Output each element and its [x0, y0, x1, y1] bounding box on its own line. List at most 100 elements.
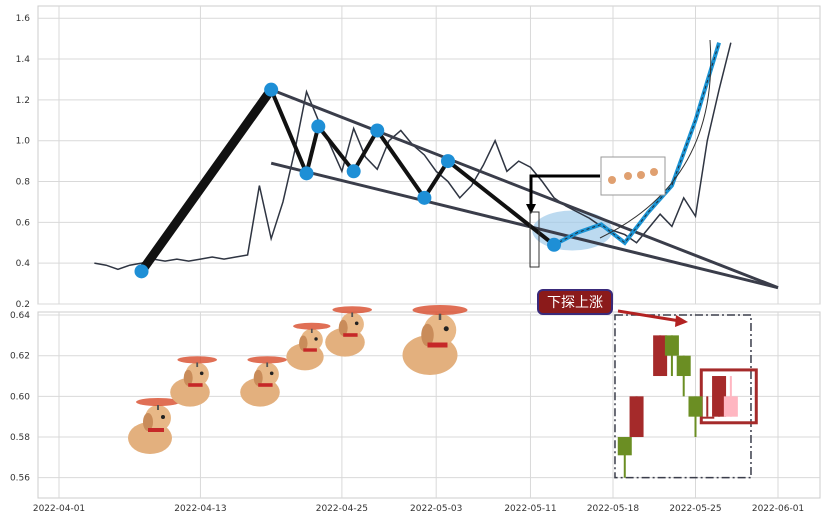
propeller-blade	[247, 356, 287, 364]
highlight-box	[699, 368, 758, 425]
candle-body	[676, 355, 691, 377]
bracket-box	[529, 211, 540, 268]
pivot-marker	[547, 237, 562, 252]
upper-y-tick: 1.2	[16, 96, 30, 106]
lower-y-tick: 0.62	[10, 352, 30, 362]
pivot-marker	[134, 264, 149, 279]
dog-eye	[161, 415, 165, 419]
x-tick-labels: 2022-04-01 2022-04-13 2022-04-25 2022-05-03…	[33, 504, 804, 514]
upper-trendline	[270, 88, 779, 290]
dog-icon	[286, 322, 331, 371]
x-tick: 2022-06-01	[752, 504, 804, 514]
inset-dog-icon	[608, 176, 616, 184]
pivot-marker	[346, 164, 361, 179]
dog-ear	[183, 369, 193, 386]
decorative-dog-illustrations	[128, 305, 468, 454]
dog-collar	[188, 383, 203, 387]
candle-body	[617, 437, 632, 456]
dog-ear	[253, 369, 263, 386]
annotation-arrowhead	[675, 315, 688, 327]
lower-y-tick: 0.58	[10, 433, 30, 443]
callout-curve	[599, 39, 712, 239]
candle-body	[700, 416, 715, 419]
propeller-blade	[332, 306, 372, 314]
x-tick: 2022-05-11	[504, 504, 556, 514]
x-tick: 2022-04-01	[33, 504, 85, 514]
lower-trendline	[270, 161, 779, 290]
dog-eye	[199, 371, 204, 376]
upper-y-tick-labels: 0.2 0.4 0.6 0.8 1.0 1.2 1.4 1.6	[16, 14, 31, 310]
upper-grid	[38, 6, 820, 305]
dog-ear	[299, 335, 308, 351]
dog-collar	[148, 428, 164, 432]
candle-body	[712, 376, 727, 417]
pivot-marker	[311, 119, 326, 134]
lower-y-tick: 0.60	[10, 392, 30, 402]
propeller-blade	[412, 305, 468, 315]
candle-body	[723, 396, 738, 417]
candle-body	[653, 335, 668, 377]
dog-icon	[170, 356, 217, 407]
pivot-marker	[370, 123, 385, 138]
bracket-arrow	[529, 174, 600, 212]
bracket-arrowhead	[526, 204, 536, 214]
lower-marks	[614, 314, 758, 479]
x-tick: 2022-04-13	[174, 504, 226, 514]
lower-y-tick: 0.64	[10, 311, 30, 321]
x-tick: 2022-05-25	[669, 504, 721, 514]
upper-y-tick: 0.2	[16, 300, 30, 310]
pivot-marker	[299, 166, 314, 181]
inset-dog-icon	[624, 172, 632, 180]
upper-y-tick: 1.0	[16, 137, 31, 147]
dog-icon	[128, 398, 180, 454]
dashed-selection-box	[614, 314, 752, 479]
inset-dog-icon	[650, 168, 658, 176]
pivot-marker	[440, 154, 455, 169]
annotation-arrow	[617, 309, 681, 323]
dog-collar	[427, 342, 448, 348]
zigzag-first-leg	[137, 85, 276, 276]
upper-marks	[94, 39, 779, 290]
dog-collar	[258, 383, 273, 387]
zigzag-line	[269, 88, 556, 247]
propeller-blade	[177, 356, 217, 364]
propeller-blade	[136, 398, 180, 406]
annotation-callout: 下探上涨	[537, 289, 688, 327]
candle-body	[629, 396, 644, 438]
dog-ear	[143, 413, 153, 431]
dog-eye	[314, 337, 318, 341]
propeller-blade	[293, 322, 331, 330]
candle-body	[664, 335, 679, 356]
dog-collar	[343, 333, 358, 337]
inset-thumbnail	[600, 156, 666, 196]
lower-y-tick: 0.56	[10, 474, 30, 484]
upper-y-tick: 1.6	[16, 14, 31, 24]
upper-y-tick: 1.4	[16, 55, 31, 65]
dog-eye	[443, 326, 449, 332]
upper-y-tick: 0.8	[16, 178, 31, 188]
dog-collar	[303, 348, 317, 352]
pivot-marker	[264, 82, 279, 97]
dog-icon	[325, 306, 372, 357]
upper-y-tick: 0.6	[16, 218, 31, 228]
candle-body	[688, 396, 703, 417]
dog-ear	[421, 323, 434, 347]
forecast-path-inner	[553, 42, 720, 246]
upper-price-panel: 0.2 0.4 0.6 0.8 1.0 1.2 1.4 1.6	[16, 5, 821, 310]
annotation-box	[537, 289, 613, 315]
annotation-text: 下探上涨	[547, 295, 603, 311]
x-tick: 2022-05-18	[587, 504, 640, 514]
upper-y-tick: 0.4	[16, 259, 31, 269]
dog-icon	[240, 356, 287, 407]
dog-icon	[402, 305, 468, 375]
dog-eye	[269, 371, 274, 376]
dog-ear	[338, 319, 348, 336]
pivot-marker	[417, 190, 432, 205]
lower-y-tick-labels: 0.56 0.58 0.60 0.62 0.64	[10, 311, 30, 484]
x-tick: 2022-05-03	[410, 504, 462, 514]
inset-frame	[600, 156, 666, 196]
x-tick: 2022-04-25	[316, 504, 368, 514]
dog-eye	[354, 321, 359, 326]
inset-dog-icon	[637, 171, 645, 179]
